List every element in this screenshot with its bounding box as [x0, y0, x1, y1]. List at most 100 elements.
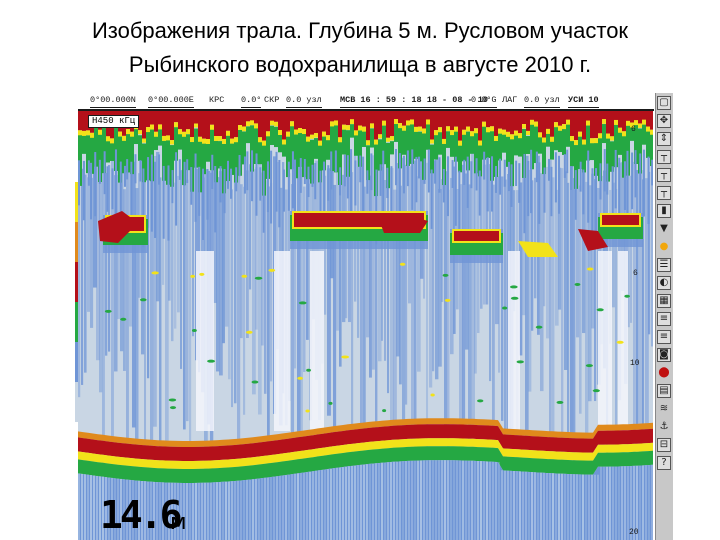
surface-noise — [226, 130, 230, 137]
surface-noise — [646, 131, 650, 158]
surface-noise — [515, 160, 518, 187]
surface-noise — [170, 111, 174, 141]
surface-noise — [466, 156, 469, 208]
sub-bottom-streak — [87, 474, 89, 540]
water-column-streak — [165, 172, 169, 451]
water-column-streak — [192, 158, 195, 337]
surface-noise — [262, 111, 266, 141]
ruler-icon[interactable]: ┬ — [657, 186, 671, 200]
surface-noise — [507, 161, 510, 192]
surface-noise — [342, 129, 346, 155]
surface-noise — [134, 129, 138, 145]
sub-bottom-streak — [144, 481, 146, 540]
expand-icon[interactable]: ⇕ — [657, 132, 671, 146]
triangle-icon[interactable]: ▼ — [660, 223, 668, 234]
window-icon[interactable]: ▢ — [657, 96, 671, 110]
sub-bottom-streak — [213, 482, 215, 540]
surface-noise — [426, 124, 430, 150]
sub-bottom-streak — [192, 482, 194, 540]
surface-noise — [358, 111, 362, 126]
clear-band — [310, 251, 324, 431]
surface-noise — [438, 127, 442, 134]
surface-noise — [570, 136, 574, 145]
fish-echo — [586, 267, 594, 271]
surface-noise — [478, 140, 482, 148]
surface-noise — [530, 124, 534, 170]
gain-readout: УСИ 10 — [568, 94, 599, 108]
sub-bottom-streak — [405, 461, 407, 540]
help-icon[interactable]: ? — [657, 456, 671, 470]
water-column-streak — [432, 161, 435, 372]
water-column-streak — [639, 170, 643, 477]
surface-noise — [390, 141, 394, 155]
water-column-streak — [183, 169, 186, 430]
surface-noise — [270, 125, 274, 145]
sub-bottom-streak — [642, 465, 644, 540]
surface-noise — [142, 168, 145, 248]
water-column-streak — [636, 170, 639, 428]
list-icon[interactable]: ≡ — [657, 330, 671, 344]
surface-noise — [379, 164, 382, 196]
grid-icon[interactable]: ▦ — [657, 294, 671, 308]
surface-noise — [382, 125, 386, 165]
surface-noise — [255, 153, 258, 216]
fish-echo — [305, 409, 310, 413]
layers-icon[interactable]: ≋ — [659, 403, 669, 414]
brightness-icon[interactable]: ● — [659, 241, 669, 252]
surface-noise — [146, 111, 150, 128]
sub-bottom-streak — [210, 482, 212, 540]
bar-icon[interactable]: ▮ — [657, 204, 671, 218]
sub-bottom-streak — [120, 478, 122, 540]
surface-noise — [438, 157, 441, 193]
surface-noise — [562, 129, 566, 155]
surface-noise — [466, 126, 470, 132]
pan-icon[interactable]: ✥ — [657, 114, 671, 128]
log-value: 0.0 узл — [524, 94, 560, 108]
surface-noise — [171, 170, 174, 204]
list-icon[interactable]: ≡ — [657, 312, 671, 326]
trawl-echo — [454, 231, 499, 241]
surface-noise — [162, 111, 166, 136]
chart-icon[interactable]: ▤ — [657, 384, 671, 398]
surface-noise — [498, 111, 502, 129]
surface-noise — [102, 126, 106, 174]
water-column-streak — [594, 179, 597, 402]
surface-noise — [406, 111, 410, 121]
sub-bottom-streak — [444, 460, 446, 540]
surface-noise — [154, 161, 157, 238]
surface-noise — [290, 126, 294, 170]
surface-noise — [590, 111, 594, 139]
water-column-streak — [549, 160, 552, 460]
info-icon[interactable]: ⬤ — [658, 367, 670, 378]
photo-icon[interactable]: ◙ — [657, 348, 671, 362]
level-icon[interactable]: ⊟ — [657, 438, 671, 452]
anchor-icon[interactable]: ⚓ — [659, 421, 669, 432]
surface-noise — [434, 111, 438, 131]
ruler-icon[interactable]: ┬ — [657, 168, 671, 182]
surface-noise — [570, 166, 573, 190]
surface-noise — [366, 111, 370, 141]
surface-noise — [359, 155, 362, 183]
surface-noise — [646, 111, 650, 127]
ruler-icon[interactable]: ┬ — [657, 150, 671, 164]
sub-bottom-streak — [117, 478, 119, 540]
sub-bottom-streak — [612, 466, 614, 540]
surface-noise — [438, 111, 442, 128]
contrast-icon[interactable]: ◐ — [657, 276, 671, 290]
surface-noise — [442, 143, 446, 186]
surface-noise — [210, 129, 214, 171]
surface-noise — [574, 145, 578, 189]
sub-bottom-streak — [279, 475, 281, 540]
surface-noise — [138, 111, 142, 131]
surface-noise — [579, 161, 582, 192]
surface-noise — [346, 155, 349, 199]
sub-bottom-streak — [219, 482, 221, 540]
surface-noise — [190, 167, 193, 205]
surface-noise — [478, 111, 482, 141]
sub-bottom-streak — [99, 476, 101, 540]
surface-noise — [554, 152, 557, 203]
menu-icon[interactable]: ☰ — [657, 258, 671, 272]
sub-bottom-streak — [465, 460, 467, 540]
surface-noise — [150, 111, 154, 125]
surface-noise — [578, 111, 582, 132]
